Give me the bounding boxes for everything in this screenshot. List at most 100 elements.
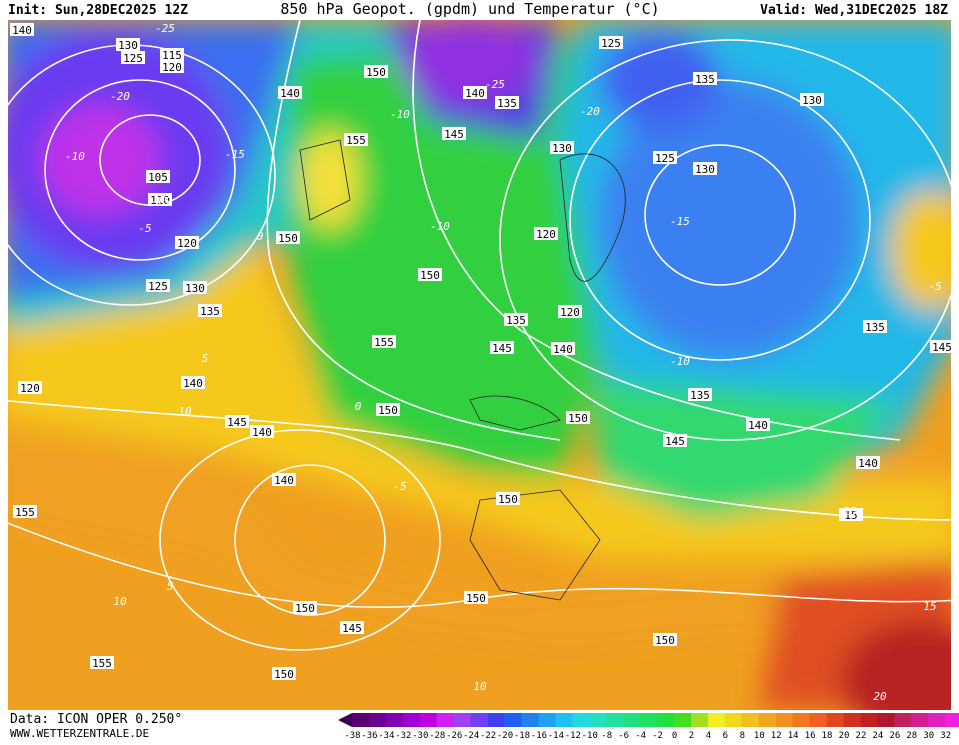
geopotential-label: 150 (274, 668, 294, 681)
label-box (90, 656, 114, 669)
label-box (272, 667, 296, 680)
colorbar-tick-label: 12 (771, 731, 782, 741)
colorbar-tick-label: -8 (601, 731, 612, 741)
geopotential-label: 155 (15, 506, 35, 519)
geopotential-label: 150 (498, 493, 518, 506)
geopotential-label: 135 (865, 321, 885, 334)
temperature-label: -20 (110, 90, 130, 103)
colorbar-swatch (826, 713, 845, 727)
temperature-label: 0 (355, 400, 362, 413)
colorbar-tick-label: -26 (446, 731, 462, 741)
geopotential-label: 130 (118, 39, 138, 52)
label-box (175, 236, 199, 249)
colorbar-tick-label: -4 (635, 731, 646, 741)
colorbar-swatch (775, 713, 794, 727)
geopotential-label: 140 (465, 87, 485, 100)
colorbar-swatch (741, 713, 760, 727)
colorbar-swatch (402, 713, 421, 727)
temperature-label: -10 (670, 355, 690, 368)
label-box (278, 86, 302, 99)
colorbar-tick-label: 10 (754, 731, 765, 741)
colorbar-tick-label: -16 (531, 731, 547, 741)
label-box (10, 23, 34, 36)
colorbar-swatch (504, 713, 522, 727)
label-box (863, 320, 887, 333)
colorbar-tick-label: 0 (672, 731, 677, 741)
geopotential-label: 130 (185, 282, 205, 295)
valid-time: Valid: Wed,31DEC2025 18Z (760, 3, 948, 18)
colorbar-swatch (894, 713, 912, 727)
colorbar: -38 -36 -34 -32 -30 -28 -26 -24 -22 -20 -18 -16 -14-… (338, 713, 959, 741)
colorbar-tick-label: -10 (582, 731, 598, 741)
geopotential-label: 120 (162, 61, 182, 74)
label-box (550, 141, 574, 154)
label-box (160, 48, 184, 61)
geopotential-label: 145 (932, 341, 952, 354)
label-box (496, 492, 520, 505)
colorbar-swatch (758, 713, 777, 727)
geopotential-label: 140 (553, 343, 573, 356)
temperature-label: -5 (928, 280, 941, 293)
colorbar-swatch (623, 713, 641, 727)
colorbar-swatch (691, 713, 709, 727)
label-box (146, 279, 170, 292)
colorbar-swatch (368, 713, 387, 727)
geopotential-label: 155 (346, 134, 366, 147)
geopotential-label: 150 (420, 269, 440, 282)
geopotential-label: 145 (444, 128, 464, 141)
label-box (418, 268, 442, 281)
colorbar-tick-label: -32 (395, 731, 411, 741)
temperature-label: -5 (393, 480, 406, 493)
geopotential-label: 135 (200, 305, 220, 318)
colorbar-tick-label: -12 (565, 731, 581, 741)
geopotential-label: 130 (552, 142, 572, 155)
geopotential-label: 150 (466, 592, 486, 605)
colorbar-tick-label: -28 (429, 731, 445, 741)
colorbar-swatch (419, 713, 438, 727)
label-box (18, 381, 42, 394)
label-box (746, 418, 770, 431)
temperature-label: 15 (843, 505, 856, 518)
colorbar-tick-label: -2 (652, 731, 663, 741)
label-box (376, 403, 400, 416)
geopotential-label: 130 (802, 94, 822, 107)
temperature-label: -5 (138, 222, 151, 235)
colorbar-tick-label: 14 (788, 731, 799, 741)
colorbar-tick-label: 8 (740, 731, 745, 741)
colorbar-swatch (555, 713, 573, 727)
colorbar-swatch (436, 713, 455, 727)
colorbar-swatch (640, 713, 658, 727)
label-box (558, 305, 582, 318)
label-box (148, 193, 172, 206)
temperature-label: 10 (473, 680, 487, 693)
label-box (653, 633, 677, 646)
geopotential-label: 140 (183, 377, 203, 390)
colorbar-swatch (877, 713, 895, 727)
colorbar-tick-label: -18 (514, 731, 530, 741)
label-box (534, 227, 558, 240)
temperature-label: -15 (150, 195, 170, 208)
geopotential-label: 150 (378, 404, 398, 417)
geopotential-label: 125 (655, 152, 675, 165)
label-box (653, 151, 677, 164)
colorbar-swatch (928, 713, 946, 727)
colorbar-swatch (792, 713, 811, 727)
label-box (599, 36, 623, 49)
label-box (856, 456, 880, 469)
temperature-label: 0 (257, 230, 264, 243)
geopotential-label: 140 (280, 87, 300, 100)
geopotential-label: 120 (536, 228, 556, 241)
label-box (688, 388, 712, 401)
label-box (272, 473, 296, 486)
colorbar-swatch (945, 713, 959, 727)
geopotential-label: 105 (148, 171, 168, 184)
geopotential-label: 155 (92, 657, 112, 670)
colorbar-swatch (843, 713, 861, 727)
coastlines (299, 139, 626, 601)
website: WWW.WETTERZENTRALE.DE (10, 727, 149, 740)
label-box (293, 601, 317, 614)
colorbar-tick-label: 30 (923, 731, 934, 741)
label-box (566, 411, 590, 424)
